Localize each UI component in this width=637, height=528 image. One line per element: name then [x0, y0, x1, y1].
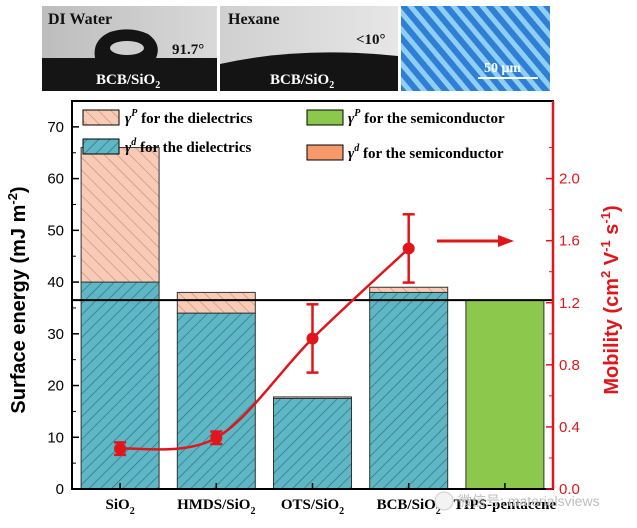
panel-hexane-substrate-label: BCB/SiO2 [270, 72, 334, 91]
right-tick-label-4: 1.6 [559, 233, 580, 250]
bar-dispersive-0 [80, 281, 160, 490]
bar-dispersive-2 [273, 397, 352, 490]
left-tick-label-4: 40 [47, 274, 64, 291]
watermark: 微信号: materialsviews [434, 491, 600, 511]
left-tick-label-0: 0 [56, 481, 64, 498]
mobility-series-group [114, 213, 415, 457]
panel-hexane-angle-label: <10° [356, 32, 386, 48]
x-axis: SiO2 HMDS/SiO2 OTS/SiO2 BCB/SiO2 TIPS-pentac… [106, 483, 557, 517]
left-tick-label-7: 70 [47, 119, 64, 136]
x-tick-label-1: HMDS/SiO2 [177, 497, 255, 517]
bar-semiconductor-4 [465, 299, 545, 490]
legend-label-polar-semiconductor: γP for the semiconductor [348, 108, 505, 127]
legend-swatch-polar-dielectric [82, 109, 120, 126]
right-y-axis: 0.0 0.4 0.8 1.2 1.6 2.0 [546, 101, 580, 498]
panel-water-liquid-label: DI Water [48, 11, 112, 28]
wechat-icon [434, 491, 454, 511]
bar-polar-1 [176, 291, 256, 314]
mobility-point-2 [306, 332, 319, 345]
photo-panel-micrograph: 50 μm [401, 6, 550, 91]
mobility-point-1 [210, 431, 223, 444]
right-tick-label-2: 0.8 [559, 357, 580, 374]
right-tick-label-1: 0.4 [559, 419, 580, 436]
right-tick-label-5: 2.0 [559, 171, 580, 188]
mobility-line [119, 247, 410, 451]
photo-panel-hexane: Hexane <10° BCB/SiO2 [220, 6, 398, 91]
watermark-text: 微信号: materialsviews [458, 493, 600, 509]
left-axis-title: Surface energy (mJ m-2) [5, 186, 30, 413]
left-tick-label-1: 10 [47, 429, 64, 446]
legend-label-dispersive-semiconductor: γd for the semiconductor [348, 143, 504, 162]
surface-energy-chart: 0 10 20 30 40 50 60 70 0.0 0.4 0.8 1.2 1.6 2.0 SiO2 H… [5, 100, 623, 517]
mobility-point-0 [114, 442, 127, 455]
right-tick-label-3: 1.2 [559, 295, 580, 312]
bar-polar-3 [369, 286, 449, 293]
bar-polar-2 [273, 396, 352, 399]
panel-water-angle-label: 91.7° [172, 42, 204, 58]
x-tick-label-4: TIPS-pentacene [454, 497, 557, 513]
right-tick-label-0: 0.0 [559, 481, 580, 498]
legend-label-polar-dielectric: γP for the dielectrics [125, 108, 253, 127]
bar-series-group [80, 147, 545, 490]
legend: γP for the dielectrics γd for the dielec… [82, 108, 505, 162]
x-tick-label-2: OTS/SiO2 [281, 497, 344, 517]
bar-dispersive-3 [369, 291, 449, 490]
left-tick-label-6: 60 [47, 171, 64, 188]
legend-swatch-dispersive-dielectric [82, 138, 120, 155]
panel-water-substrate-label: BCB/SiO2 [96, 72, 160, 91]
panel-hexane-liquid-label: Hexane [228, 11, 280, 28]
legend-swatch-dispersive-semiconductor [306, 144, 344, 161]
scale-bar-label: 50 μm [484, 61, 521, 76]
left-tick-label-5: 50 [47, 222, 64, 239]
right-axis-arrow [437, 235, 514, 247]
photo-panel-water: DI Water 91.7° BCB/SiO2 [42, 6, 217, 91]
right-axis-title: Mobility (cm2 V-1 s-1) [598, 205, 623, 394]
mobility-point-3 [402, 242, 415, 255]
legend-swatch-polar-semiconductor [306, 109, 344, 126]
left-tick-label-3: 30 [47, 326, 64, 343]
bar-dispersive-1 [176, 312, 256, 490]
left-y-axis: 0 10 20 30 40 50 60 70 [47, 119, 79, 498]
left-tick-label-2: 20 [47, 378, 64, 395]
legend-label-dispersive-dielectric: γd for the dielectrics [125, 137, 252, 156]
x-tick-label-0: SiO2 [106, 497, 135, 517]
x-tick-label-3: BCB/SiO2 [377, 497, 441, 517]
bar-polar-0 [80, 147, 160, 283]
